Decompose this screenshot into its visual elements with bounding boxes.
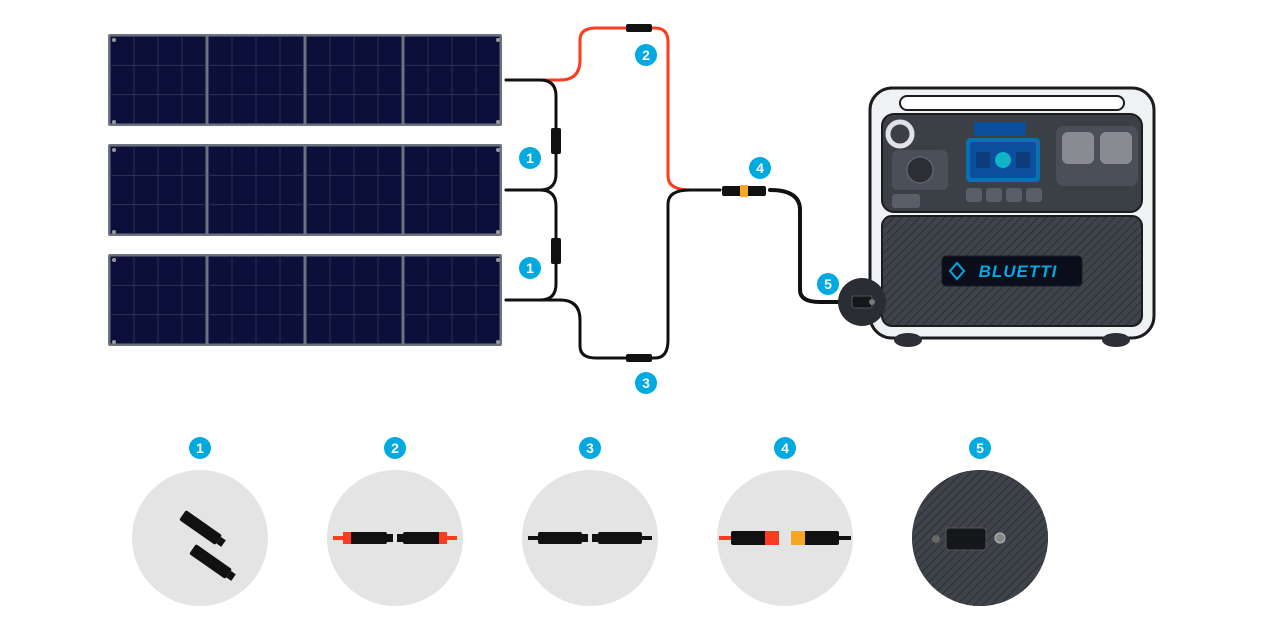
solar-panel-row-1: [108, 34, 502, 126]
badge-1: 1: [519, 257, 541, 279]
badge-2: 2: [384, 437, 406, 459]
wire-4: [655, 28, 720, 190]
svg-text:5: 5: [824, 276, 832, 292]
badge-5: 5: [817, 273, 839, 295]
connector-1: [626, 354, 652, 362]
wire-2: [506, 190, 556, 300]
svg-text:2: 2: [391, 440, 399, 456]
wire-1: [506, 80, 556, 190]
power-station: BLUETTI: [838, 88, 1154, 347]
detail-1: 1: [132, 437, 268, 606]
svg-text:1: 1: [526, 260, 534, 276]
detail-4: 4: [717, 437, 853, 606]
svg-text:3: 3: [586, 440, 594, 456]
detail-3: 3: [522, 437, 658, 606]
wire-3: [506, 300, 655, 358]
wire-0: [506, 28, 655, 80]
connector-2: [551, 128, 561, 154]
connector-4: [722, 185, 766, 197]
solar-panel-row-2: [108, 144, 502, 236]
wire-5: [655, 190, 720, 358]
wire-6: [770, 190, 858, 302]
wiring-diagram: BLUETTI 1 1 2 3 4 5 1 2 3 4 5: [0, 0, 1280, 640]
svg-text:1: 1: [526, 150, 534, 166]
detail-5: 5: [912, 437, 1048, 606]
svg-text:4: 4: [756, 160, 764, 176]
badge-1: 1: [519, 147, 541, 169]
badge-1: 1: [189, 437, 211, 459]
badge-4: 4: [774, 437, 796, 459]
detail-2: 2: [327, 437, 463, 606]
svg-text:1: 1: [196, 440, 204, 456]
brand-label: BLUETTI: [979, 262, 1058, 281]
svg-text:4: 4: [781, 440, 789, 456]
svg-text:3: 3: [642, 375, 650, 391]
svg-text:2: 2: [642, 47, 650, 63]
badge-4: 4: [749, 157, 771, 179]
badge-3: 3: [579, 437, 601, 459]
badge-5: 5: [969, 437, 991, 459]
connector-0: [626, 24, 652, 32]
svg-text:5: 5: [976, 440, 984, 456]
connector-3: [551, 238, 561, 264]
badge-2: 2: [635, 44, 657, 66]
badge-3: 3: [635, 372, 657, 394]
solar-panel-row-3: [108, 254, 502, 346]
